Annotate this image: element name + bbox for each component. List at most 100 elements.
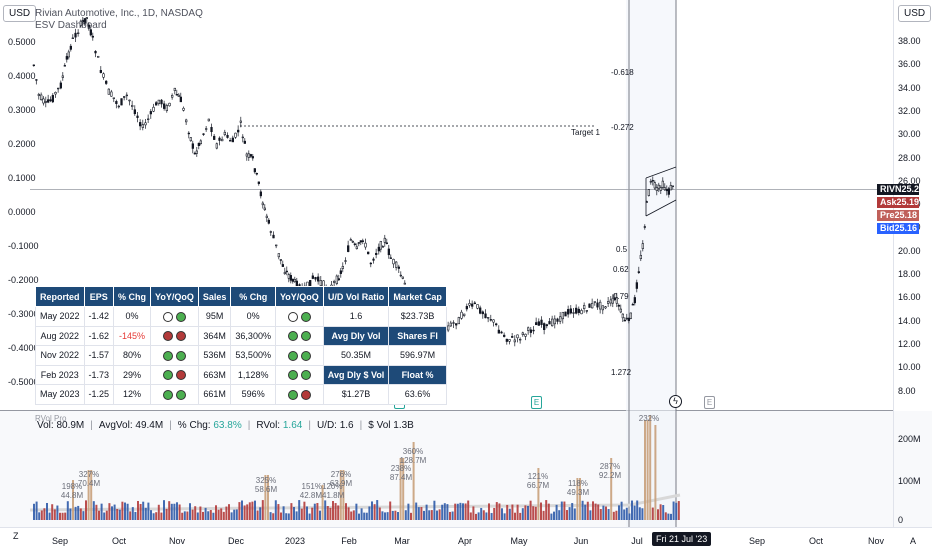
currency-left-badge[interactable]: USD (3, 5, 37, 22)
candle-body (163, 103, 166, 109)
candle-body (503, 334, 506, 337)
candle-body (357, 242, 361, 244)
candle-body (577, 308, 581, 313)
candle-body (559, 316, 562, 322)
volume-bar (534, 506, 537, 520)
volume-bar (527, 505, 529, 520)
volume-bar (389, 501, 392, 520)
earnings-icon[interactable]: E (531, 396, 542, 409)
volume-spike-label: 327% 70.4M (78, 470, 100, 488)
volume-bar (537, 468, 540, 520)
volume-spike-pct: 327% (78, 470, 100, 479)
candle-body (617, 304, 621, 307)
fib-level-label: 0.79 (613, 292, 629, 301)
volume-bar (360, 508, 363, 520)
candle-body (314, 277, 317, 280)
candle-body (359, 240, 363, 243)
volume-bar (313, 503, 316, 520)
candle-body (35, 79, 38, 81)
volume-bar (446, 504, 449, 520)
candle-body (136, 115, 139, 118)
time-axis-tick: May (510, 536, 528, 546)
candle-body (615, 297, 619, 304)
volume-axis-tick: 0 (898, 515, 904, 525)
currency-right-badge[interactable]: USD (898, 5, 932, 22)
volume-bar (542, 510, 545, 520)
timezone-icon[interactable]: Z (13, 531, 19, 541)
candle-body (317, 276, 320, 282)
volume-spike-label: 151%120% 42.8M41.8M (300, 482, 344, 500)
volume-bar (677, 501, 680, 520)
lightning-icon[interactable]: ϟ (669, 395, 682, 408)
volume-bar (334, 503, 337, 520)
candle-body (171, 95, 174, 98)
volume-bar (459, 502, 462, 520)
status-dot-icon (288, 370, 299, 381)
volume-bar (142, 501, 145, 520)
candle-body (671, 185, 675, 187)
volume-bar (493, 507, 496, 520)
volume-bar (667, 513, 670, 520)
auto-scale-button[interactable]: A (910, 536, 917, 546)
cell-eps: -1.25 (83, 384, 115, 405)
candle-body (285, 270, 289, 273)
candle-body (535, 322, 538, 326)
volume-bar (72, 480, 74, 520)
volume-bar (482, 510, 485, 520)
candle-body (239, 120, 243, 123)
volume-bar (373, 504, 376, 520)
candle-body (569, 308, 573, 314)
left-axis-tick: 0.5000 (8, 37, 36, 47)
candle-body (381, 246, 385, 248)
volume-bar (199, 506, 202, 520)
volume-bar (412, 442, 415, 520)
volume-bar (74, 506, 77, 520)
candle-body (500, 331, 503, 334)
candle-body (182, 107, 185, 111)
volume-bar (43, 508, 46, 520)
candle-body (131, 105, 134, 107)
volume-bar (365, 512, 368, 520)
volume-bar (560, 501, 563, 520)
earnings-icon[interactable]: E (704, 396, 715, 409)
volume-bar (581, 500, 584, 520)
volume-bar (202, 511, 204, 520)
fib-level-label: -0.272 (611, 123, 634, 132)
candle-body (395, 261, 398, 268)
candle-body (133, 109, 137, 115)
time-axis-tick: Nov (168, 536, 186, 546)
volume-bar (545, 500, 548, 520)
candle-body (91, 35, 95, 38)
right-axis-tick: 34.00 (898, 82, 921, 93)
cell-stat: 596.97M (388, 345, 447, 366)
candle-body (463, 313, 466, 316)
volume-bar (651, 507, 654, 520)
candle-body (447, 325, 450, 331)
candle-body (63, 65, 67, 67)
candle-body (489, 319, 493, 321)
cell-eps: -1.42 (83, 306, 115, 327)
volume-bar (95, 504, 98, 520)
volume-spike-pct: 232% (638, 414, 660, 423)
candle-body (32, 64, 36, 67)
volume-bar (602, 505, 605, 520)
candle-body (205, 128, 208, 130)
cell-eps: -1.62 (83, 325, 115, 346)
volume-bar (363, 512, 366, 520)
volume-bar (441, 504, 444, 520)
pchg-label: % Chg: 63.8% (177, 420, 242, 431)
volume-bar (48, 512, 51, 520)
volume-bar (209, 510, 212, 520)
volume-bar (553, 511, 555, 520)
candle-body (377, 246, 381, 252)
volume-bar (563, 501, 566, 520)
candle-body (79, 20, 83, 26)
volume-bar (662, 505, 665, 520)
volume-spike-value: 92.2M (598, 471, 622, 480)
candle-body (516, 334, 519, 339)
candle-body (191, 143, 195, 149)
candle-body (139, 122, 142, 127)
candle-body (195, 150, 199, 154)
candle-body (128, 99, 131, 102)
